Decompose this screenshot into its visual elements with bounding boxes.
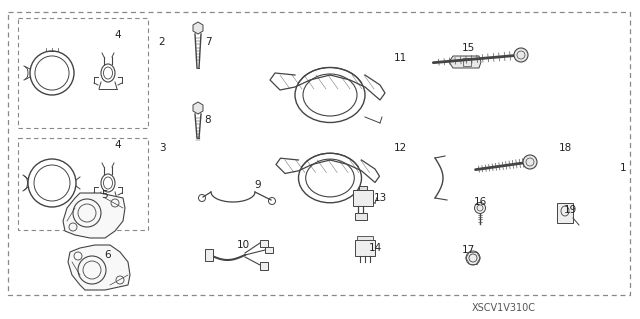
Text: 14: 14 (369, 243, 381, 253)
Bar (557, 203, 573, 223)
Text: 6: 6 (105, 250, 111, 260)
Text: 11: 11 (394, 53, 406, 63)
Bar (355, 240, 375, 256)
Text: 1: 1 (620, 163, 627, 173)
Text: 12: 12 (394, 143, 406, 153)
Text: 3: 3 (159, 143, 165, 153)
Polygon shape (68, 245, 130, 290)
Text: 5: 5 (102, 190, 108, 200)
Bar (463, 58, 471, 66)
Bar (357, 236, 373, 240)
Circle shape (474, 203, 486, 213)
Polygon shape (193, 102, 203, 114)
Text: 18: 18 (558, 143, 572, 153)
Text: 8: 8 (205, 115, 211, 125)
Circle shape (466, 251, 480, 265)
Text: 16: 16 (474, 197, 486, 207)
Text: 15: 15 (461, 43, 475, 53)
Text: 4: 4 (115, 140, 122, 150)
Bar (353, 190, 373, 206)
Circle shape (523, 155, 537, 169)
Bar (359, 186, 367, 190)
Text: 13: 13 (373, 193, 387, 203)
Text: 17: 17 (461, 245, 475, 255)
Text: 7: 7 (205, 37, 211, 47)
Polygon shape (193, 22, 203, 34)
Polygon shape (63, 193, 125, 238)
Bar (260, 262, 268, 270)
Bar (260, 240, 268, 247)
Bar (205, 249, 213, 261)
Text: XSCV1V310C: XSCV1V310C (472, 303, 536, 313)
Bar (8, 12, 630, 295)
Text: 19: 19 (563, 205, 577, 215)
Text: 9: 9 (255, 180, 261, 190)
Circle shape (514, 48, 528, 62)
Text: 10: 10 (236, 240, 250, 250)
Text: 4: 4 (115, 30, 122, 40)
Text: 2: 2 (159, 37, 165, 47)
Bar (18, 138, 148, 230)
Bar (355, 213, 367, 220)
Bar (18, 18, 148, 128)
Bar (265, 247, 273, 253)
Polygon shape (449, 56, 481, 68)
